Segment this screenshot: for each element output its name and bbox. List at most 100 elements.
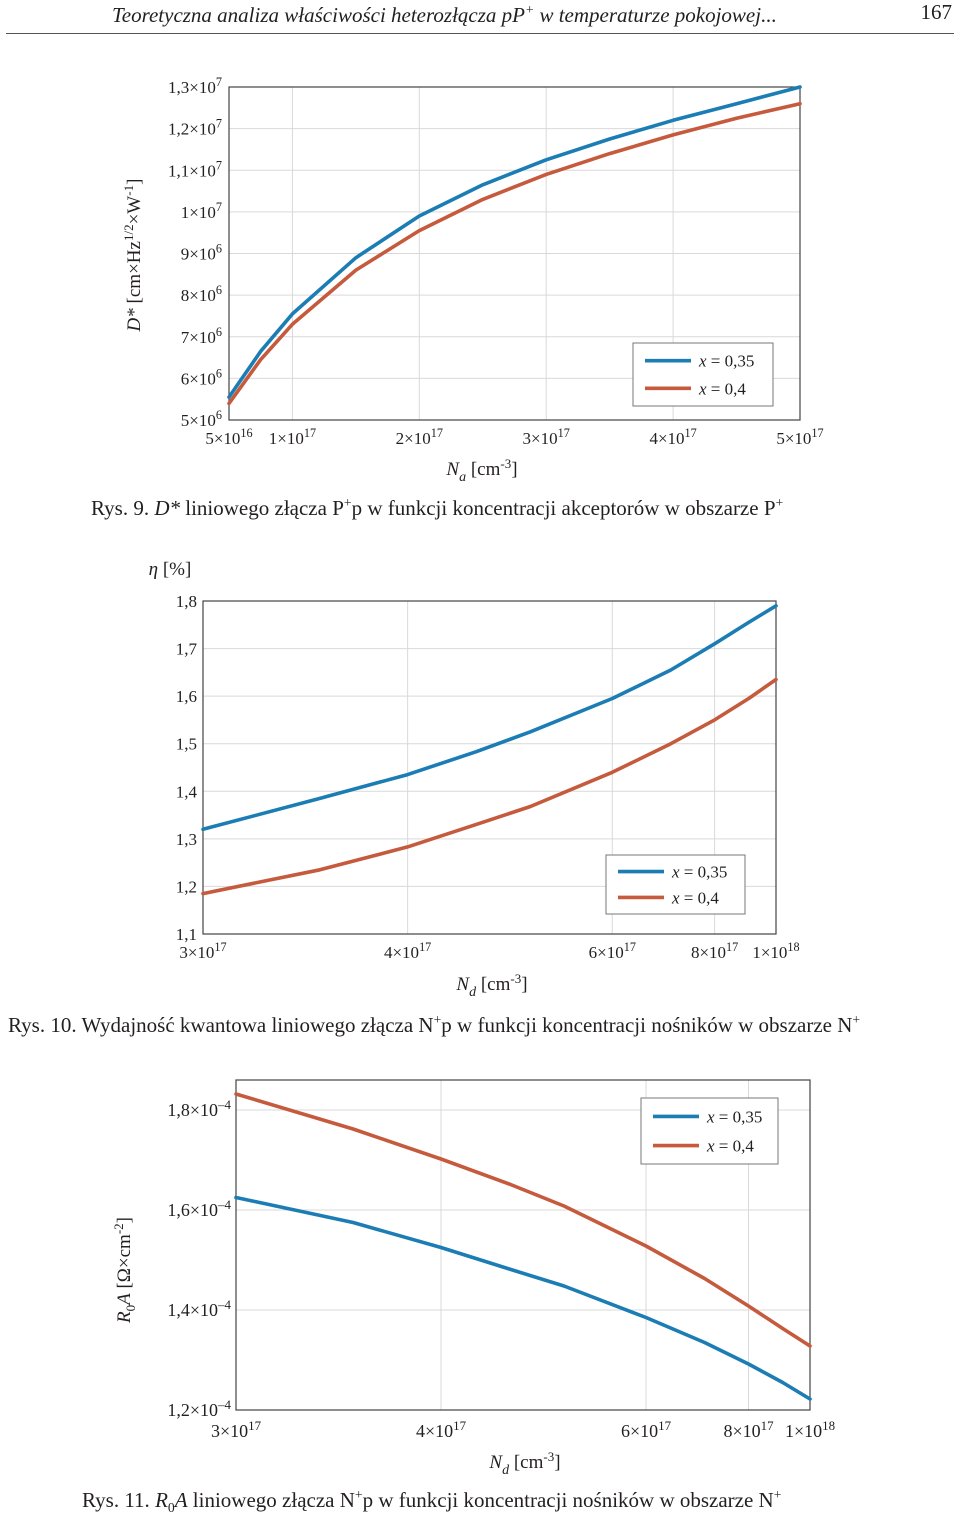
x-axis-unit: [cm (476, 974, 511, 995)
y-axis-unit-w: ×W (124, 196, 145, 225)
y-axis-symbol: η (149, 559, 158, 580)
y-tick-value: 1,5 (176, 735, 197, 754)
legend-var: x (671, 863, 680, 882)
legend-label-2: x = 0,4 (698, 379, 746, 398)
y-tick-mantissa: 1×10 (181, 203, 216, 222)
y-tick-label: 1,7 (176, 640, 198, 659)
chart-quantum-efficiency-svg: 3×1017 4×1017 6×1017 8×1017 1×10181,11,21,31… (149, 559, 800, 1000)
legend-value: = 0,35 (707, 352, 755, 371)
caption-fig10: Rys. 10. Wydajność kwantowa liniowego zł… (8, 1012, 860, 1038)
x-tick-mantissa: 6×10 (589, 943, 624, 962)
x-tick-mantissa: 1×10 (269, 429, 304, 448)
caption-fig11-italic-a: A (174, 1488, 188, 1512)
y-tick-exponent: 6 (216, 325, 222, 339)
y-tick-label: 1,8×10–4 (167, 1097, 231, 1120)
caption-fig11-pre: Rys. 11. (82, 1488, 156, 1512)
series-line-2 (234, 1092, 812, 1348)
legend-box (605, 854, 746, 915)
x-tick-label: 8×1017 (691, 940, 738, 962)
x-tick-exponent: 18 (787, 940, 799, 954)
x-tick-mantissa: 4×10 (384, 943, 419, 962)
x-axis-subscript: d (502, 1463, 510, 1478)
x-axis-unit-exp: -3 (510, 971, 521, 986)
caption-fig11-mid2: p w funkcji koncentracji nośników w obsz… (362, 1488, 774, 1512)
x-tick-mantissa: 8×10 (723, 1421, 760, 1441)
y-tick-mantissa: 1,8×10 (167, 1100, 218, 1120)
y-tick-exponent: –4 (217, 1097, 231, 1112)
x-axis-label: Nd [cm-3] (488, 1449, 560, 1478)
y-tick-value: 1,2 (176, 877, 197, 896)
legend-var: x (706, 1107, 715, 1126)
y-axis-unit-exp1: 1/2 (121, 224, 136, 241)
x-tick-label: 1×1018 (785, 1418, 835, 1441)
running-title-text: Teoretyczna analiza właściwości heterozł… (112, 3, 525, 27)
y-tick-mantissa: 1,3×10 (168, 78, 216, 97)
x-tick-label: 5×1016 (205, 426, 252, 448)
y-tick-value: 1,6 (176, 687, 197, 706)
x-axis-unit-close: ] (521, 974, 527, 995)
legend-box (640, 1097, 779, 1165)
x-tick-label: 8×1017 (723, 1418, 774, 1441)
plot-frame (228, 86, 801, 421)
y-axis-label: D* [cm×Hz1/2×W-1] (121, 179, 145, 333)
x-axis-symbol: N (445, 459, 460, 480)
x-tick-label: 4×1017 (649, 426, 696, 448)
y-tick-mantissa: 1,6×10 (167, 1200, 218, 1220)
caption-fig11: Rys. 11. R0A liniowego złącza N+p w funk… (82, 1487, 781, 1516)
x-tick-mantissa: 5×10 (776, 429, 811, 448)
legend-var: x (698, 352, 707, 371)
x-tick-exponent: 17 (624, 940, 636, 954)
caption-fig11-sup1: + (354, 1487, 363, 1502)
x-tick-exponent: 17 (811, 426, 823, 440)
y-tick-label: 5×106 (181, 408, 222, 430)
y-tick-label: 1,3 (176, 830, 197, 849)
y-tick-label: 1,3×107 (168, 75, 222, 97)
caption-fig9-mid1: liniowego złącza P (180, 496, 344, 520)
y-axis-symbol: R (114, 1311, 135, 1324)
x-tick-exponent: 17 (453, 1418, 466, 1433)
x-tick-mantissa: 3×10 (179, 943, 214, 962)
running-title-suffix: w temperaturze pokojowej... (534, 3, 777, 27)
running-title-sup: + (524, 2, 535, 17)
y-tick-exponent: 7 (216, 117, 222, 131)
y-tick-mantissa: 7×10 (181, 328, 216, 347)
y-tick-mantissa: 6×10 (181, 369, 216, 388)
y-tick-exponent: 7 (216, 158, 222, 172)
x-tick-exponent: 18 (822, 1418, 835, 1433)
x-tick-exponent: 17 (214, 940, 226, 954)
x-axis-unit-close: ] (511, 459, 517, 480)
legend-label-2: x = 0,4 (706, 1137, 754, 1156)
y-tick-mantissa: 8×10 (181, 286, 216, 305)
x-axis-unit: [cm (509, 1452, 544, 1473)
x-axis-symbol: N (488, 1452, 503, 1473)
y-axis-label: η [%] (149, 559, 192, 580)
y-tick-value: 1,4 (176, 782, 198, 801)
legend-value: = 0,4 (680, 888, 720, 907)
y-tick-label: 7×106 (181, 325, 222, 347)
y-tick-label: 1×107 (181, 200, 222, 222)
x-axis-unit: [cm (466, 459, 501, 480)
y-axis-unit-exp2: -1 (121, 185, 136, 196)
y-tick-label: 6×106 (181, 366, 222, 388)
y-axis-subscript: 0 (123, 1305, 138, 1312)
y-tick-value: 1,8 (176, 592, 197, 611)
legend-value: = 0,4 (715, 1137, 755, 1156)
x-axis-unit-close: ] (554, 1452, 560, 1473)
y-tick-label: 1,2×107 (168, 117, 222, 139)
x-tick-exponent: 17 (726, 940, 738, 954)
y-tick-label: 1,1×107 (168, 158, 222, 180)
y-tick-label: 1,2×10–4 (167, 1397, 231, 1420)
legend-label-1: x = 0,35 (706, 1107, 762, 1126)
y-tick-mantissa: 5×10 (181, 411, 216, 430)
x-tick-exponent: 17 (304, 426, 316, 440)
x-tick-mantissa: 4×10 (416, 1421, 453, 1441)
y-axis-label: R0A [Ω×cm-2] (111, 1217, 138, 1324)
legend-value: = 0,35 (680, 863, 728, 882)
caption-fig11-italic-r: R (155, 1488, 168, 1512)
x-tick-exponent: 17 (431, 426, 443, 440)
y-axis-symbol-a: A (114, 1293, 135, 1307)
legend-var: x (706, 1137, 715, 1156)
x-tick-label: 6×1017 (589, 940, 636, 962)
